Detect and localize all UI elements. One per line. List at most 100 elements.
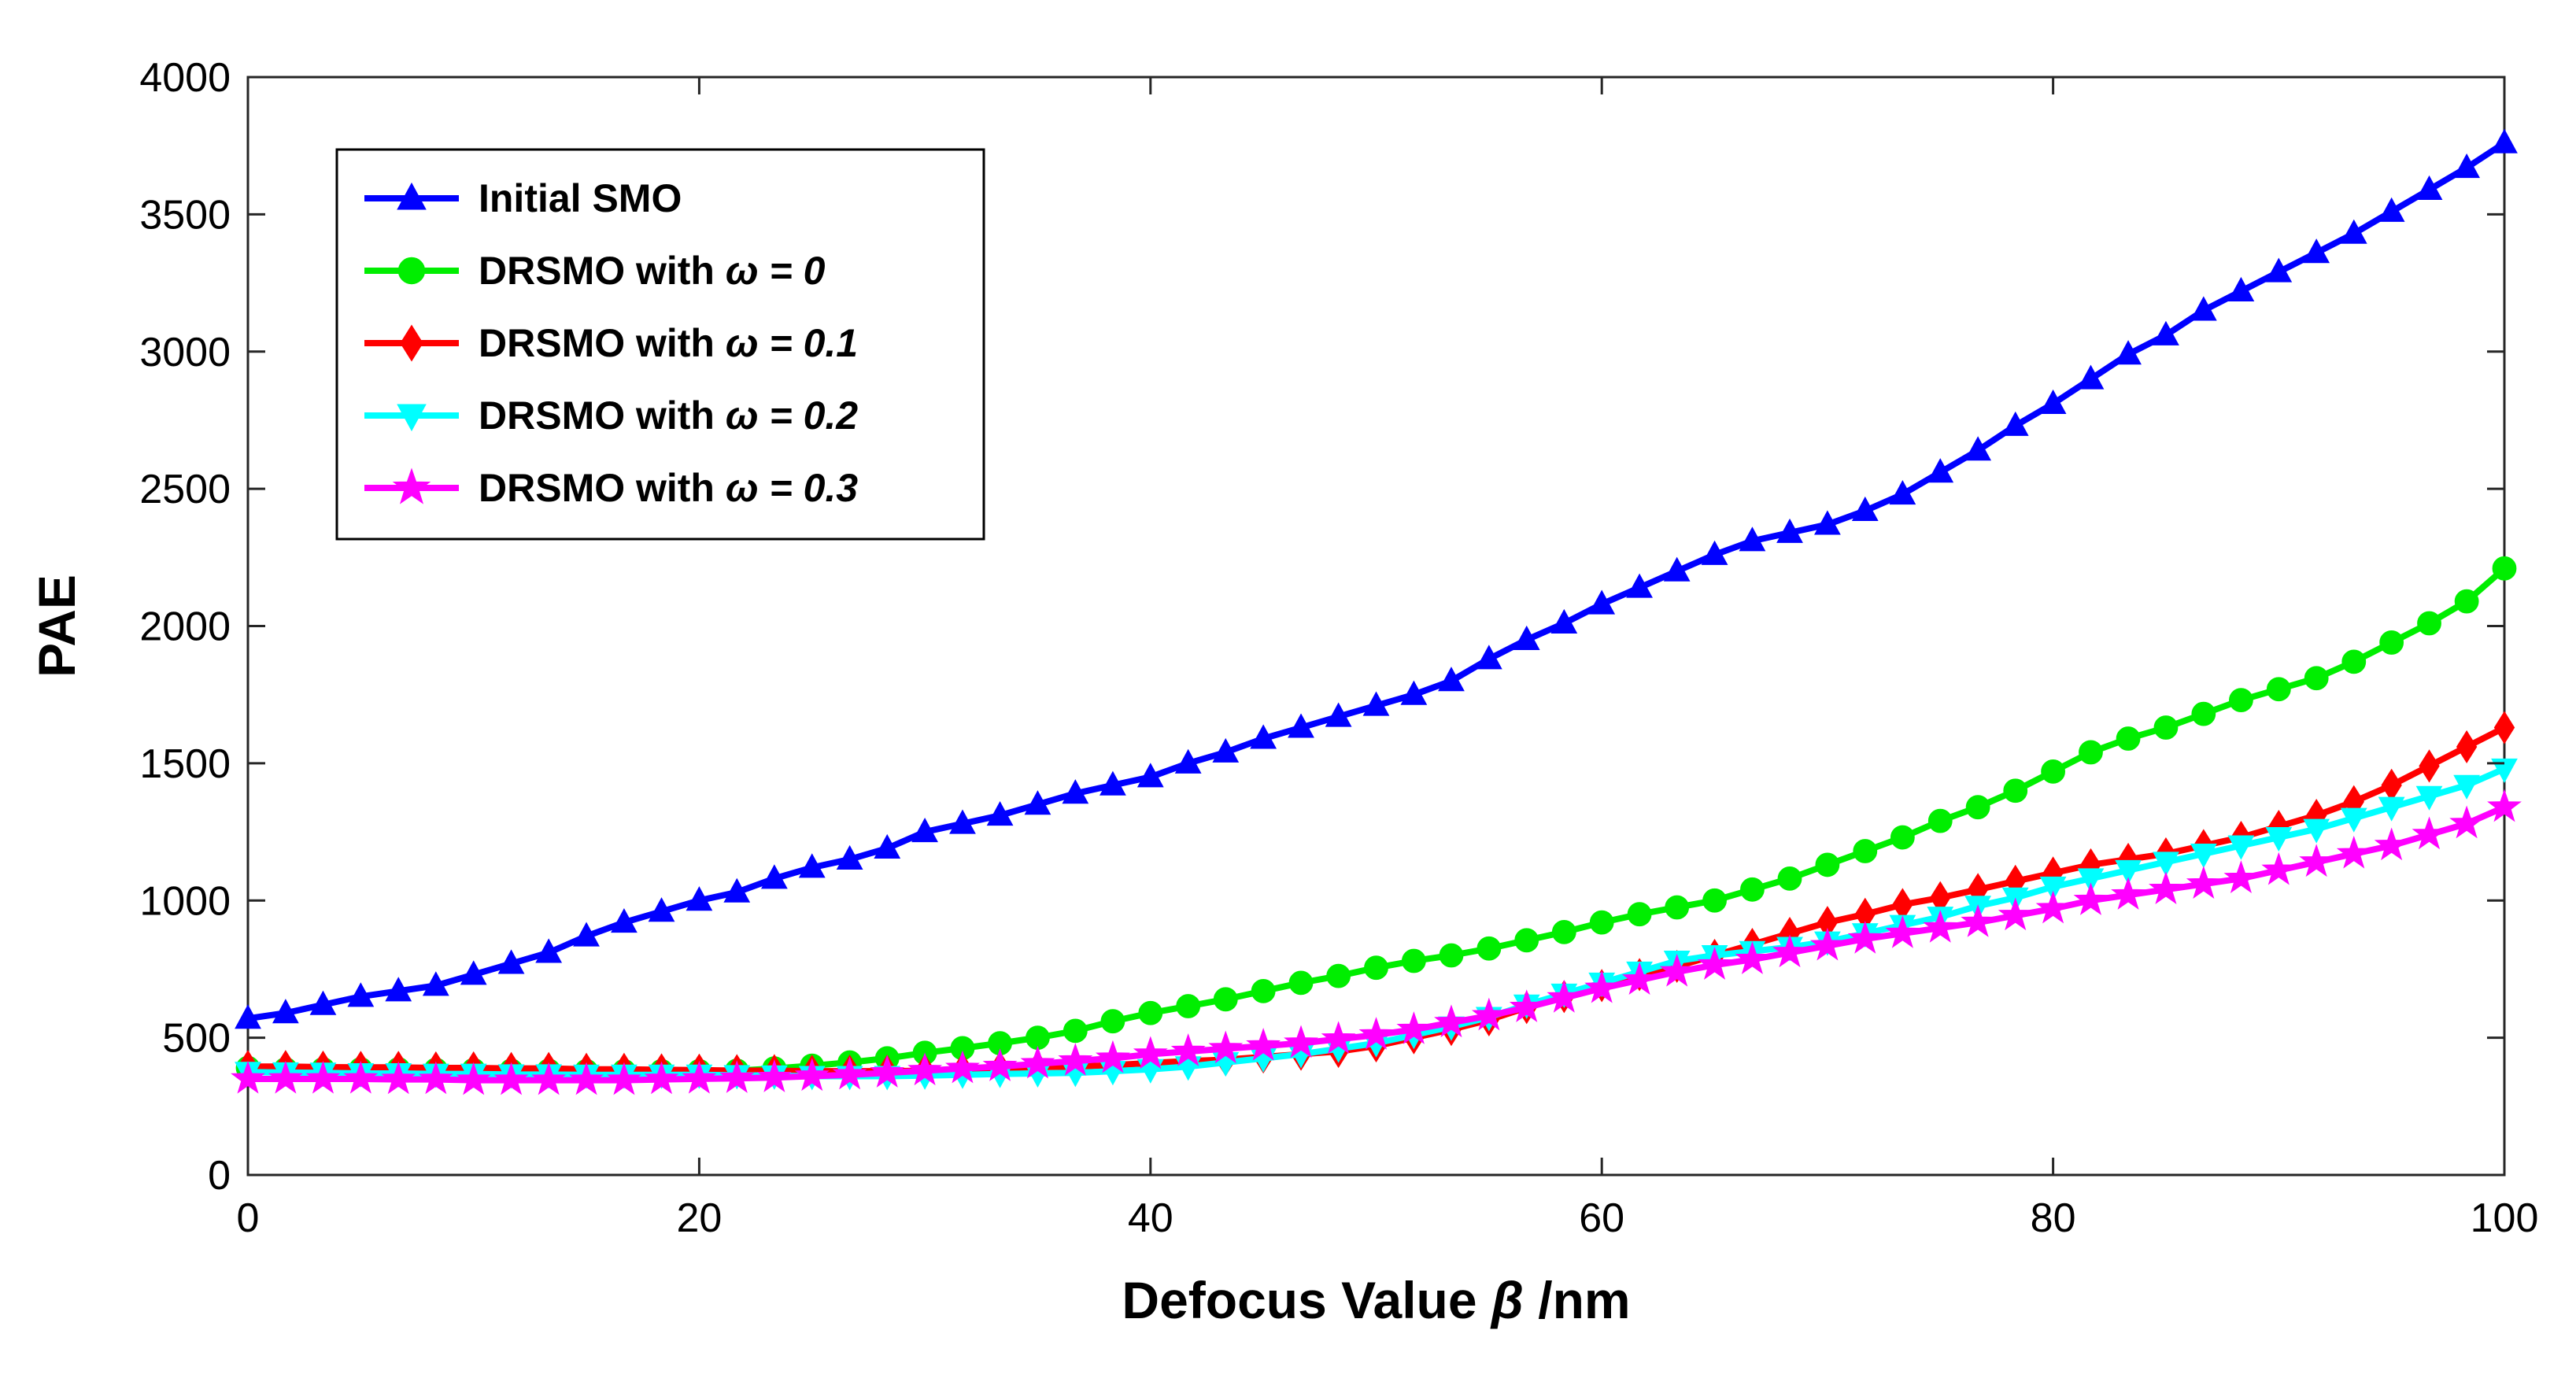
data-point-0-13 [723,877,751,903]
x-axis-label-symbol: β [1490,1271,1524,1329]
legend-label-4: DRSMO with ω = 0.3 [479,466,858,510]
data-point-1-47 [2003,778,2028,804]
data-point-4-28 [1284,1025,1318,1058]
data-point-4-15 [794,1058,830,1092]
data-point-1-43 [1853,839,1878,863]
data-point-0-48 [2039,389,2067,415]
legend-entry-1: DRSMO with ω = 0 [364,249,826,293]
data-point-4-43 [1847,921,1883,954]
data-point-4-51 [2149,871,2183,904]
data-point-0-47 [2001,411,2029,436]
series-1 [235,556,2517,1084]
data-point-4-49 [2073,882,2108,915]
data-point-3-51 [2153,852,2179,877]
data-point-1-42 [1815,852,1840,877]
data-point-4-12 [682,1060,717,1094]
data-point-2-58 [2419,749,2440,783]
data-point-0-23 [1100,770,1126,796]
data-point-4-10 [607,1062,641,1095]
data-point-1-32 [1439,943,1464,968]
data-point-3-50 [2115,859,2142,885]
data-point-0-60 [2491,128,2518,153]
legend-entry-0: Initial SMO [364,176,682,220]
data-point-4-52 [2186,866,2221,899]
legend-label-text: DRSMO with [479,393,715,438]
data-point-0-46 [1964,436,1992,461]
y-axis-ticks: 0 500 1000 1500 2000 2500 3000 3500 4000 [139,55,2504,1199]
data-point-1-36 [1589,910,1614,935]
data-point-1-40 [1740,877,1765,902]
series-4 [231,789,2522,1095]
data-point-4-39 [1697,947,1732,980]
data-point-4-32 [1434,1004,1469,1038]
data-point-4-0 [231,1060,265,1094]
data-point-1-41 [1777,866,1802,891]
data-point-4-34 [1509,989,1544,1022]
data-point-0-18 [911,817,938,843]
data-point-1-26 [1213,987,1238,1012]
data-point-3-49 [2077,868,2105,893]
data-point-4-33 [1471,997,1506,1031]
data-point-1-55 [2304,666,2329,691]
data-point-0-17 [874,833,901,859]
data-point-4-35 [1547,980,1582,1013]
data-point-4-45 [1923,910,1958,943]
y-tick-label: 500 [162,1016,231,1062]
data-point-1-29 [1326,963,1351,988]
x-tick-label: 100 [2471,1195,2539,1241]
legend-label-0: Initial SMO [479,176,682,220]
data-point-0-43 [1851,496,1879,522]
series-layer [231,128,2522,1095]
data-point-4-56 [2336,835,2371,869]
data-point-1-30 [1364,955,1388,981]
data-point-3-56 [2340,807,2367,833]
legend-label-omega: ω = 0.3 [715,466,858,510]
series-0 [235,128,2518,1029]
data-point-0-41 [1776,518,1803,543]
data-point-0-7 [497,949,525,974]
data-point-1-59 [2454,589,2479,614]
data-point-4-55 [2299,844,2334,877]
data-point-4-17 [870,1055,905,1088]
data-point-0-44 [1889,480,1916,505]
data-point-1-49 [2079,740,2103,765]
legend-label-text: DRSMO with [479,466,715,510]
data-point-4-42 [1809,927,1845,961]
data-point-0-29 [1325,702,1352,727]
y-tick-label: 2500 [139,467,231,512]
data-point-1-39 [1702,888,1727,913]
data-point-3-54 [2265,827,2293,852]
data-point-4-18 [907,1052,943,1086]
data-point-4-21 [1020,1045,1055,1079]
data-point-0-38 [1663,556,1691,582]
data-point-0-26 [1212,737,1240,763]
data-point-0-39 [1701,540,1728,565]
y-tick-label: 2000 [139,604,231,650]
data-point-4-30 [1358,1017,1394,1050]
data-point-4-41 [1772,934,1807,968]
data-point-1-60 [2492,556,2517,581]
legend-entry-3: DRSMO with ω = 0.2 [364,393,858,438]
legend-label-1: DRSMO with ω = 0 [479,249,826,293]
data-point-2-59 [2456,730,2478,764]
data-point-3-58 [2415,785,2443,811]
legend-label-omega: ω = 0.2 [715,393,858,438]
data-point-4-20 [982,1048,1018,1081]
y-tick-label: 3500 [139,192,231,238]
data-point-0-16 [836,844,863,870]
data-point-1-52 [2191,701,2216,726]
x-tick-label: 20 [676,1195,722,1241]
data-point-0-49 [2077,364,2105,390]
data-point-0-19 [949,809,976,834]
data-point-4-27 [1246,1028,1281,1061]
data-point-4-16 [832,1056,867,1090]
data-point-4-4 [381,1061,416,1095]
legend: Initial SMO DRSMO with ω = 0 DRSMO with ω … [335,148,985,541]
x-axis-label-text: Defocus Value [1122,1271,1476,1329]
data-point-0-25 [1174,748,1202,774]
data-point-0-9 [573,922,600,947]
data-point-0-31 [1400,680,1428,705]
data-point-4-44 [1885,915,1920,948]
data-point-4-59 [2449,805,2485,839]
data-point-0-54 [2265,257,2293,283]
